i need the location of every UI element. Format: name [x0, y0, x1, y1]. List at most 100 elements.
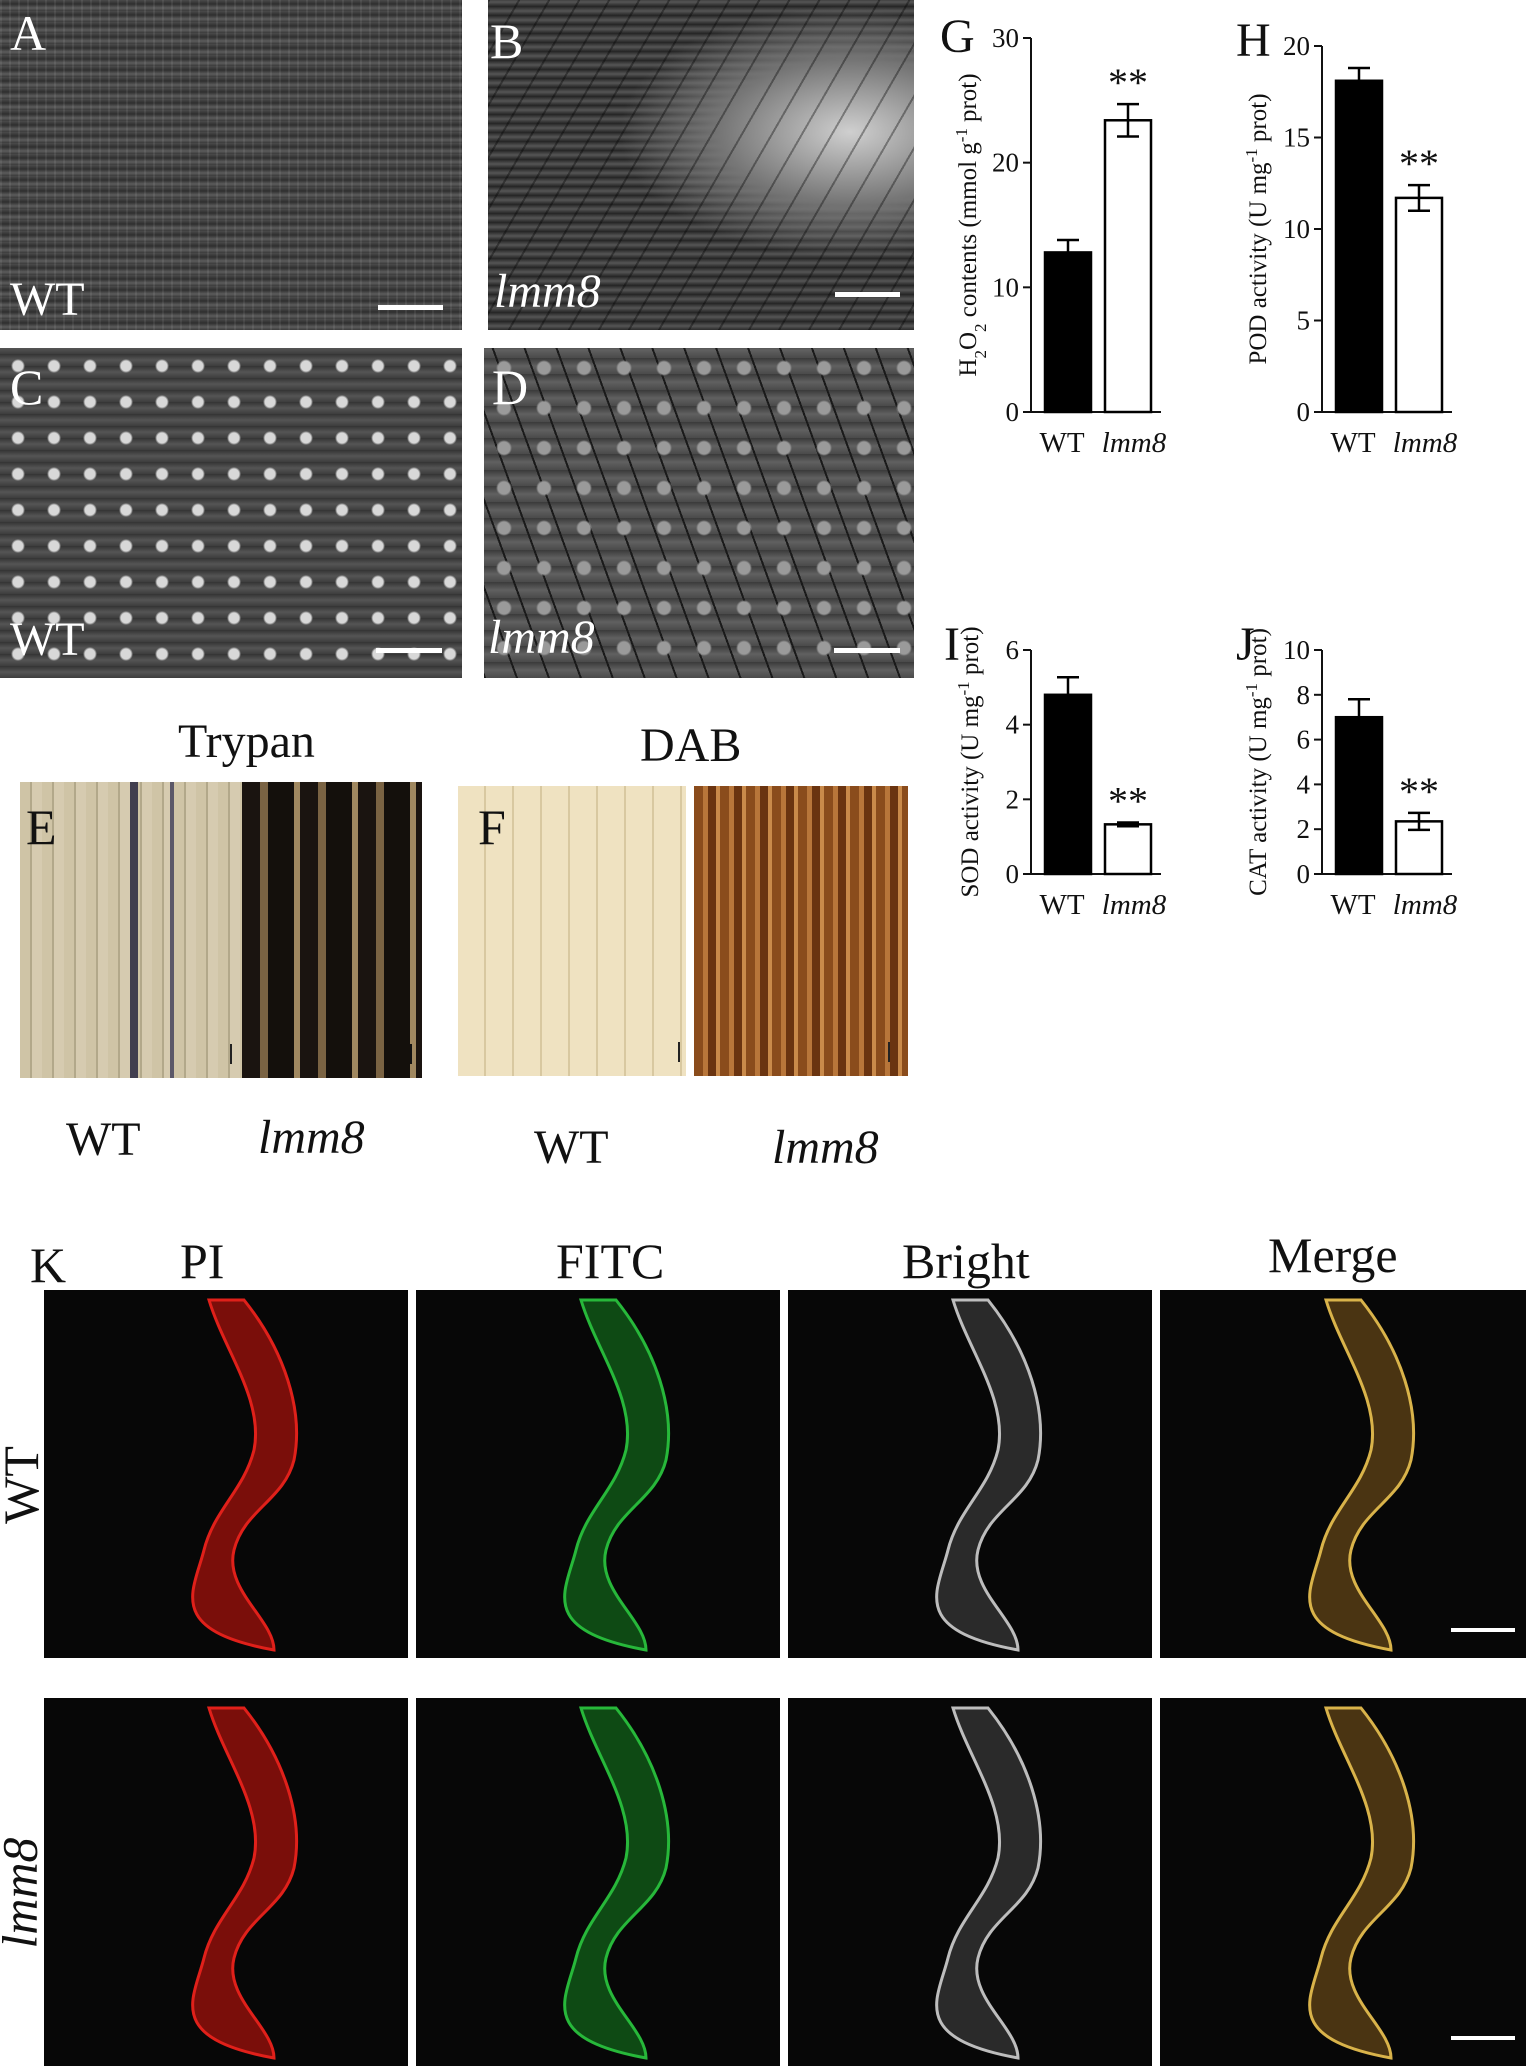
- chart-h: 0 5 10 15 20 WT ** lmm8 H POD activity (U mg-1 pr…: [1226, 0, 1526, 620]
- y-tick-label: 0: [1006, 397, 1020, 427]
- sem-panel-a: A WT: [0, 0, 462, 330]
- tissue-section: [563, 1298, 670, 1652]
- sem-panel-c: C WT: [0, 348, 462, 678]
- panel-letter: D: [492, 359, 529, 415]
- scale-bar: [1451, 1628, 1515, 1632]
- panel-letter: I: [944, 618, 960, 671]
- panel-letter: E: [26, 799, 57, 855]
- micrograph-fitc-lmm8: [416, 1698, 780, 2066]
- scale-bar: [835, 292, 900, 297]
- y-tick-label: 6: [1006, 635, 1020, 665]
- y-tick-label: 4: [1297, 769, 1311, 799]
- y-axis-label: CAT activity (U mg-1 prot): [1242, 628, 1273, 896]
- y-tick-label: 2: [1006, 784, 1020, 814]
- micrograph-bright-lmm8: [788, 1698, 1152, 2066]
- genotype-label: lmm8: [488, 611, 595, 664]
- x-tick-label: WT: [1330, 427, 1375, 459]
- micrograph-bright-wt: [788, 1290, 1152, 1658]
- x-tick-label: lmm8: [1393, 427, 1458, 459]
- panel-letter: J: [1236, 618, 1255, 671]
- x-tick-label: lmm8: [1393, 889, 1458, 921]
- x-tick-label: WT: [1039, 427, 1084, 459]
- h2o2-chart: 0 10 20 30 WT ** lmm8 G H2O2 contents (mmol g-1p…: [940, 10, 1167, 459]
- tissue-outline: [191, 1298, 298, 1652]
- tissue-section: [935, 1706, 1042, 2060]
- genotype-label: lmm8: [494, 265, 601, 318]
- tissue-section: [1308, 1706, 1515, 2060]
- scale-bar: [376, 648, 442, 653]
- scale-bar: [410, 1044, 412, 1064]
- genotype-label: WT: [10, 273, 85, 326]
- chart-j: 0 2 4 6 8 10 WT ** lmm8 J CAT activity (U mg-1 pro…: [1226, 618, 1526, 1220]
- y-axis-label-group: CAT activity (U mg-1 prot): [1242, 628, 1273, 896]
- panel-letter: F: [478, 799, 506, 855]
- tissue-section: [563, 1706, 670, 2060]
- trypan-title: Trypan: [178, 715, 315, 768]
- y-axis-label: SOD activity (U mg-1 prot): [954, 626, 985, 897]
- panel-letter: G: [940, 10, 975, 63]
- micrograph-merge-wt: [1160, 1290, 1526, 1658]
- panel-letter: A: [10, 5, 47, 61]
- bar-lmm8: [1394, 196, 1444, 414]
- y-axis-label-group: POD activity (U mg-1 prot): [1242, 93, 1273, 364]
- trypan-lmm8-label: lmm8: [258, 1111, 365, 1164]
- y-axis-label: POD activity (U mg-1 prot): [1242, 93, 1273, 364]
- column-label-merge: Merge: [1268, 1227, 1398, 1283]
- sem-panel-d: D lmm8: [484, 348, 914, 678]
- y-axis-label-group: SOD activity (U mg-1 prot): [954, 626, 985, 897]
- trypan-lmm8-leaf: [242, 782, 422, 1078]
- y-tick-label: 15: [1283, 123, 1310, 153]
- micrograph-pi-lmm8: [44, 1698, 408, 2066]
- y-tick-label: 2: [1297, 814, 1311, 844]
- row-label-lmm8: lmm8: [0, 1837, 48, 1949]
- x-tick-label: WT: [1039, 889, 1084, 921]
- panel-letter: H: [1236, 14, 1271, 67]
- dab-title: DAB: [640, 719, 742, 772]
- significance-label: **: [1108, 60, 1148, 105]
- significance-label: **: [1399, 141, 1439, 186]
- y-tick-label: 10: [992, 272, 1019, 302]
- y-tick-label: 8: [1297, 680, 1311, 710]
- scale-bar: [378, 305, 443, 310]
- tissue-outline: [935, 1706, 1042, 2060]
- bar-lmm8: [1103, 119, 1153, 414]
- y-tick-label: 30: [992, 23, 1019, 53]
- tissue-outline: [935, 1298, 1042, 1652]
- y-tick-label: 5: [1297, 306, 1311, 336]
- y-tick-label: 0: [1297, 859, 1311, 889]
- tissue-section: [1308, 1298, 1515, 1652]
- genotype-label: WT: [10, 613, 85, 666]
- panel-letter: C: [10, 359, 44, 415]
- bar-wt: [1043, 251, 1093, 414]
- scale-bar: [1451, 2036, 1515, 2040]
- dab-wt-label: WT: [534, 1121, 609, 1174]
- x-tick-label: WT: [1330, 889, 1375, 921]
- y-tick-label: 10: [1283, 635, 1310, 665]
- scale-bar: [834, 648, 900, 653]
- micrograph-fitc-wt: [416, 1290, 780, 1658]
- tissue-outline: [563, 1706, 670, 2060]
- significance-label: **: [1108, 778, 1148, 823]
- panel-letter-k: K: [30, 1237, 67, 1293]
- tissue-section: [935, 1298, 1042, 1652]
- dab-wt-leaf: F: [458, 786, 686, 1076]
- bar-wt: [1334, 79, 1384, 414]
- micrograph-pi-wt: [44, 1290, 408, 1658]
- tissue-outline: [1308, 1706, 1415, 2060]
- x-tick-label: lmm8: [1102, 889, 1167, 921]
- scale-bar: [230, 1044, 232, 1064]
- tissue-outline: [191, 1706, 298, 2060]
- bar-lmm8: [1103, 823, 1153, 876]
- column-label-pi: PI: [180, 1233, 225, 1289]
- column-label-fitc: FITC: [556, 1233, 665, 1289]
- y-axis-label: H2O2 contents (mmol g-1prot): [952, 73, 990, 376]
- dab-lmm8-label: lmm8: [772, 1121, 879, 1174]
- bar-wt: [1043, 693, 1093, 876]
- sem-panel-b: B lmm8: [488, 0, 914, 330]
- tissue-outline: [563, 1298, 670, 1652]
- y-tick-label: 10: [1283, 214, 1310, 244]
- y-tick-label: 20: [992, 148, 1019, 178]
- panel-letter: B: [490, 13, 524, 69]
